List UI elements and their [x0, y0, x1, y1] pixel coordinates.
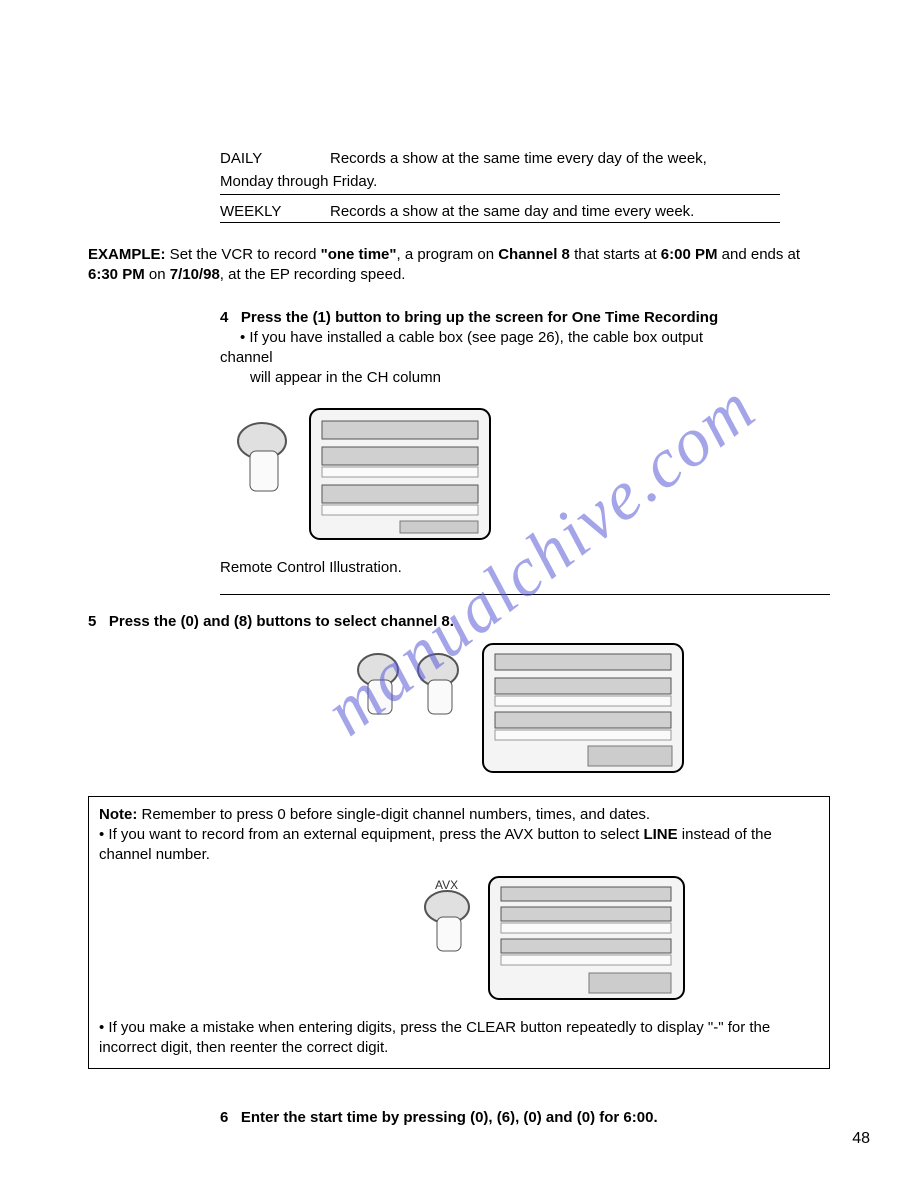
remote-screen-illustration-1 — [220, 399, 500, 549]
example-paragraph: EXAMPLE: Set the VCR to record "one time… — [88, 245, 830, 286]
step5-title: Press the (0) and (8) buttons to select … — [109, 613, 454, 630]
step4-title: Press the (1) button to bring up the scr… — [241, 309, 718, 326]
step4-block: 4 Press the (1) button to bring up the s… — [220, 308, 830, 389]
note-line1: Remember to press 0 before single-digit … — [137, 806, 650, 823]
note-label: Note: — [99, 806, 137, 823]
illustration-step5 — [348, 638, 830, 782]
avx-label: AVX — [435, 878, 458, 892]
example-b5: 7/10/98 — [170, 266, 220, 283]
remote-screen-illustration-2 — [348, 638, 688, 778]
illustration-step4 — [220, 399, 830, 553]
def-weekly-term: WEEKLY — [220, 203, 330, 220]
note-line2b: LINE — [643, 826, 677, 843]
example-t1: Set the VCR to record — [166, 246, 321, 263]
def-daily-desc: Records a show at the same time every da… — [330, 150, 830, 167]
illustration-note: AVX — [409, 873, 819, 1009]
step6-num: 6 — [220, 1109, 228, 1126]
example-b1: "one time" — [321, 246, 397, 263]
step5-num: 5 — [88, 613, 96, 630]
step4-caption: Remote Control Illustration. — [220, 559, 830, 595]
def-weekly-desc: Records a show at the same day and time … — [330, 203, 780, 220]
def-daily-term: DAILY — [220, 150, 330, 167]
note-line3: • If you make a mistake when entering di… — [99, 1018, 819, 1059]
def-daily-row: DAILY Records a show at the same time ev… — [220, 150, 830, 169]
def-daily-cont: Monday through Friday. — [220, 173, 780, 195]
step5-block: 5 Press the (0) and (8) buttons to selec… — [88, 613, 830, 630]
example-post: , at the EP recording speed. — [220, 266, 406, 283]
example-t5: on — [145, 266, 170, 283]
step4-bullet: • If you have installed a cable box (see… — [240, 328, 830, 348]
note-box: Note: Remember to press 0 before single-… — [88, 796, 830, 1070]
example-label: EXAMPLE: — [88, 246, 166, 263]
page-number: 48 — [852, 1130, 870, 1148]
example-b3: 6:00 PM — [661, 246, 718, 263]
note-line2: • If you want to record from an external… — [99, 826, 643, 843]
example-t3: that starts at — [570, 246, 661, 263]
step4-line2: channel — [220, 348, 830, 368]
step4-line3: will appear in the CH column — [250, 368, 830, 388]
example-b2: Channel 8 — [498, 246, 570, 263]
def-weekly-row: WEEKLY Records a show at the same day an… — [220, 203, 780, 223]
example-b4: 6:30 PM — [88, 266, 145, 283]
step4-num: 4 — [220, 309, 228, 326]
step6-title: Enter the start time by pressing (0), (6… — [241, 1109, 658, 1126]
example-t4: and ends at — [717, 246, 800, 263]
remote-screen-illustration-3: AVX — [409, 873, 689, 1003]
step6-block: 6 Enter the start time by pressing (0), … — [220, 1109, 830, 1126]
example-t2: , a program on — [397, 246, 499, 263]
